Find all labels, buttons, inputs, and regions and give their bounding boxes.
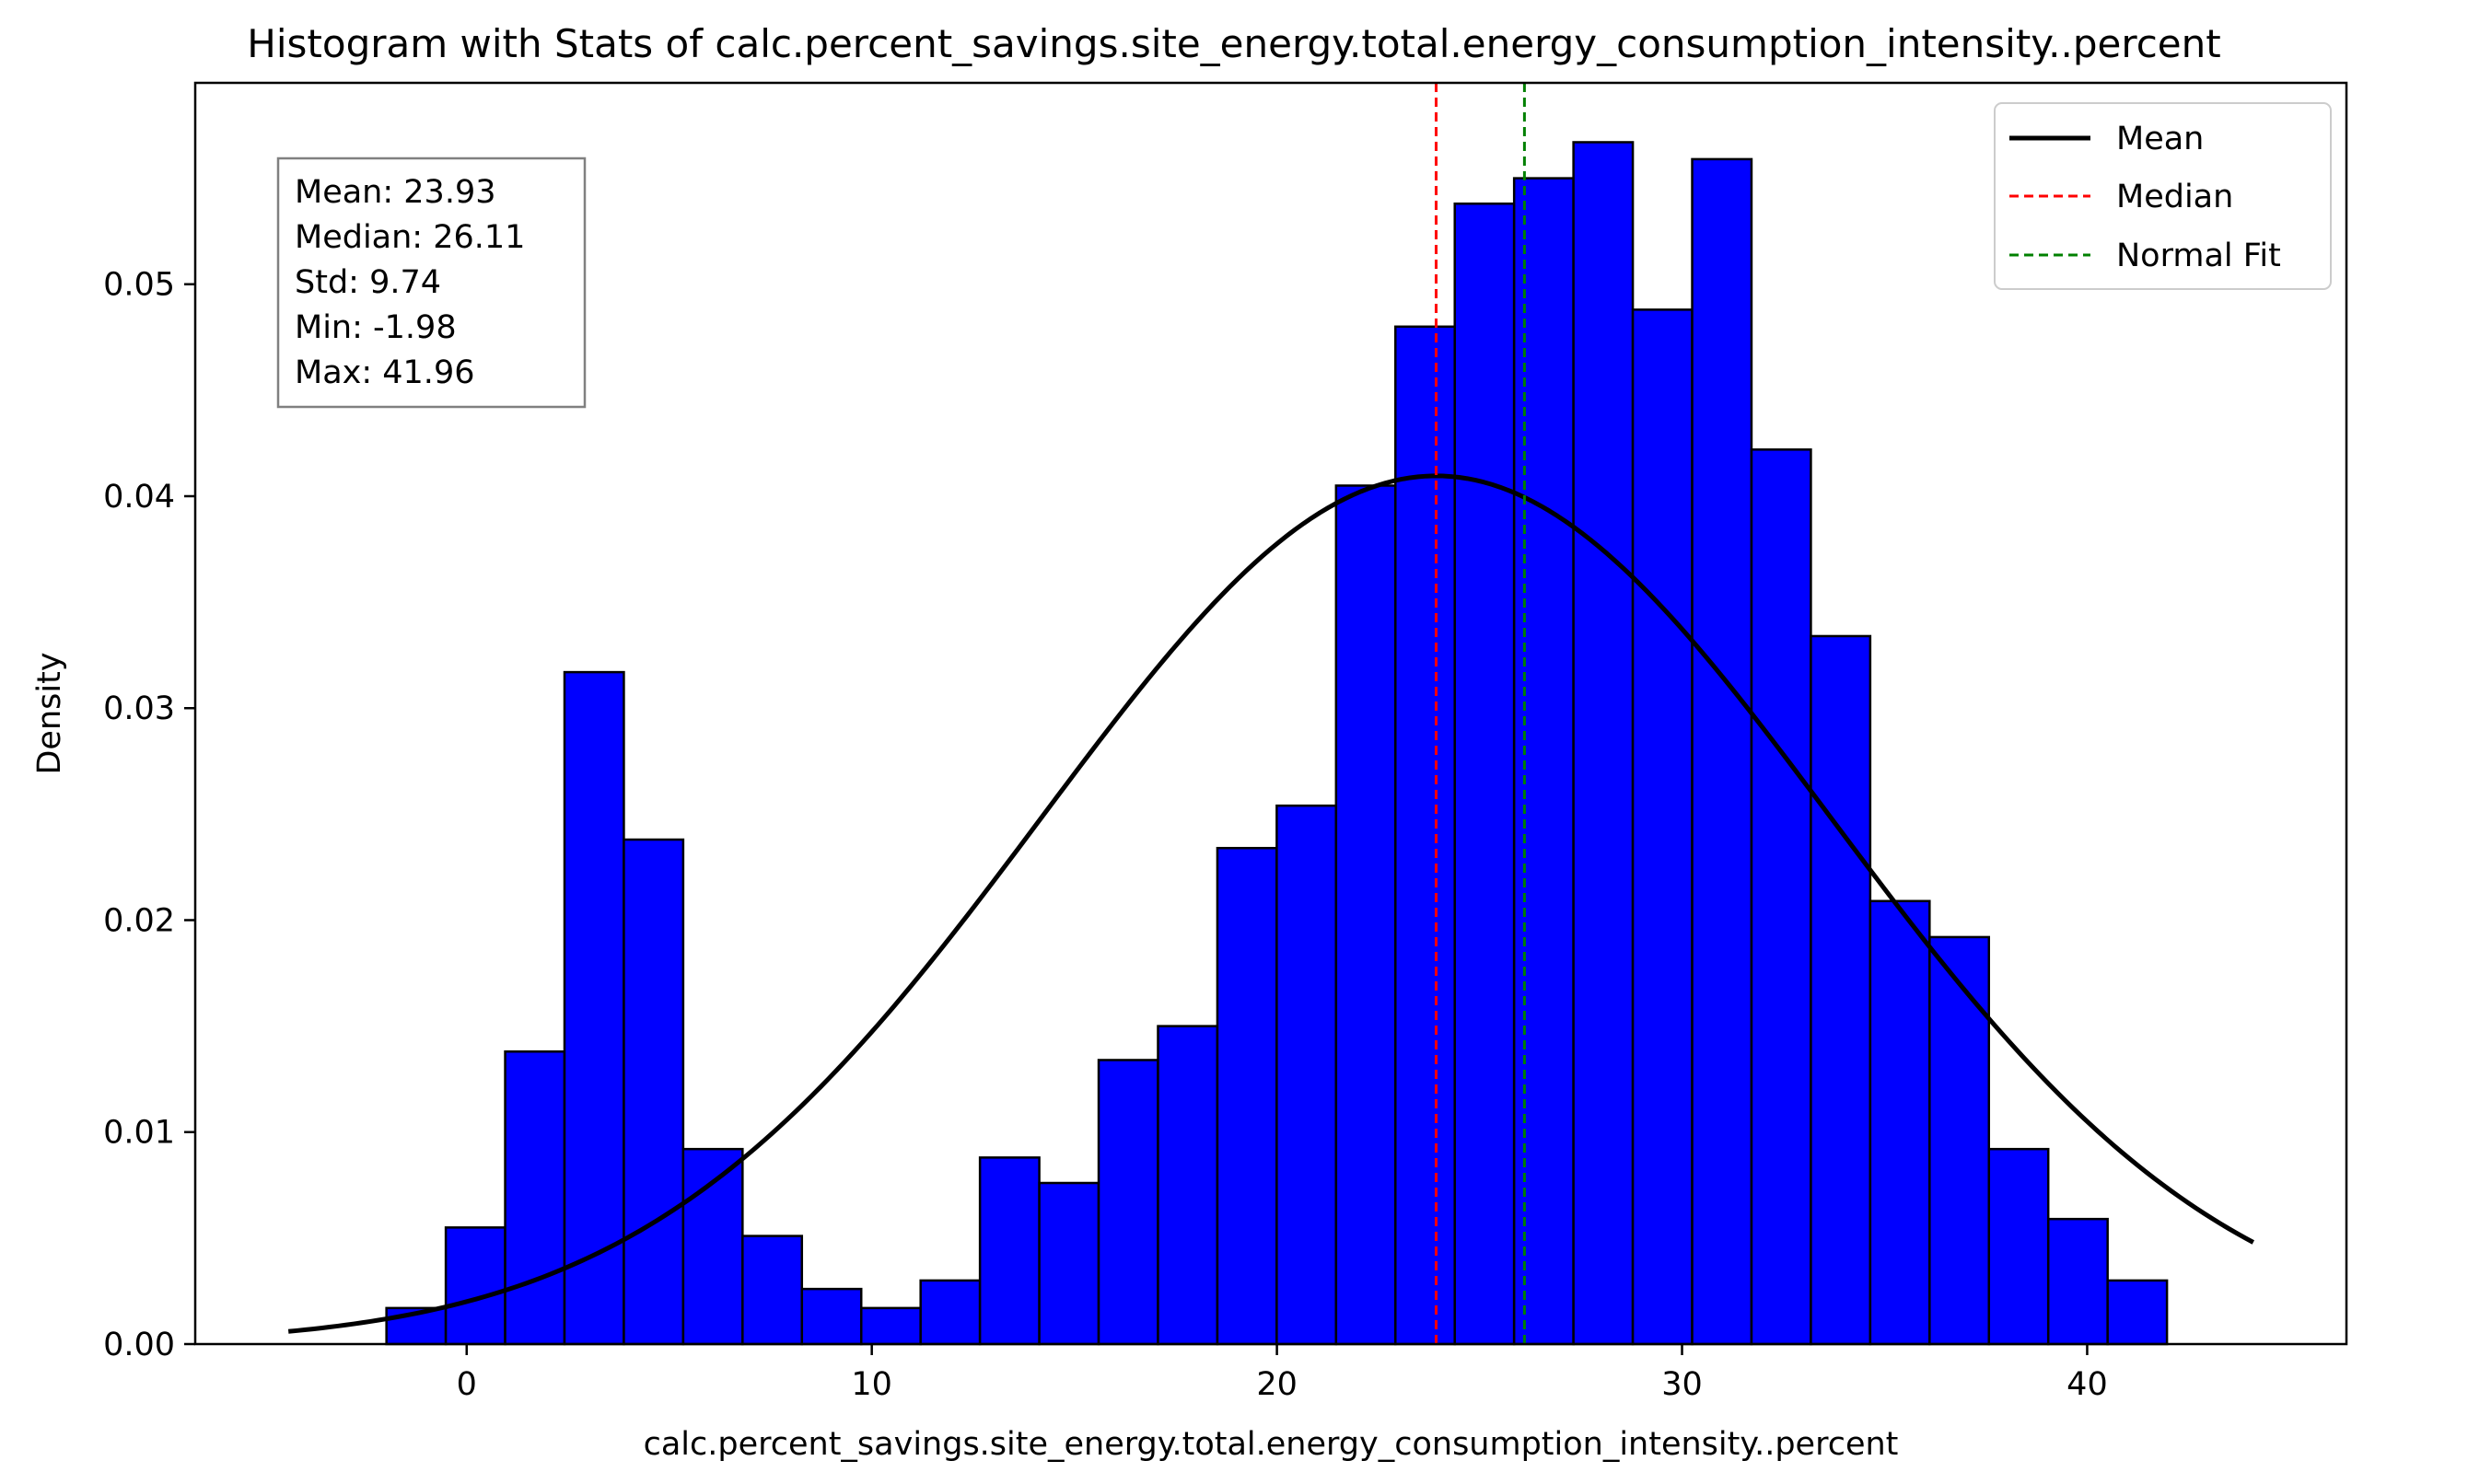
- legend-label-normal-fit: Normal Fit: [2116, 238, 2281, 274]
- histogram-bar: [1810, 634, 1872, 1346]
- legend-label-mean: Mean: [2116, 121, 2204, 157]
- histogram-bar: [919, 1279, 982, 1346]
- stats-mean: Mean: 23.93: [295, 174, 495, 211]
- histogram-bars: [385, 141, 2169, 1346]
- histogram-bar: [1275, 804, 1338, 1346]
- histogram-bar: [1631, 308, 1694, 1346]
- x-tick-label: 10: [851, 1366, 892, 1403]
- y-tick-label: 0.00: [103, 1327, 175, 1363]
- histogram-bar: [1453, 202, 1516, 1346]
- stats-box-frame: [276, 157, 587, 409]
- legend-label-median: Median: [2116, 179, 2233, 215]
- y-axis-label: Density: [31, 652, 68, 774]
- chart-overlays: [287, 83, 2255, 1344]
- histogram-bar: [681, 1147, 744, 1346]
- histogram-bar: [2106, 1279, 2169, 1346]
- normal-fit-curve: [287, 473, 2255, 1334]
- stats-median: Median: 26.11: [295, 219, 525, 256]
- histogram-bar: [1394, 325, 1456, 1346]
- histogram-bar: [1334, 484, 1397, 1346]
- y-axis-ticks: 0.00 0.01 0.02 0.03 0.04 0.05: [103, 267, 195, 1363]
- histogram-bar: [2046, 1217, 2109, 1346]
- stats-min: Min: -1.98: [295, 309, 457, 346]
- histogram-bar: [1512, 177, 1575, 1346]
- legend-frame: [1994, 102, 2332, 290]
- histogram-bar: [1216, 846, 1278, 1346]
- x-tick-label: 40: [2066, 1366, 2108, 1403]
- histogram-bar: [1987, 1147, 2050, 1346]
- histogram-bar: [741, 1235, 804, 1346]
- y-tick-label: 0.01: [103, 1115, 175, 1152]
- histogram-bar: [1038, 1181, 1100, 1346]
- histogram-bar: [1157, 1025, 1219, 1346]
- stats-std: Std: 9.74: [295, 264, 441, 301]
- histogram-bar: [1928, 935, 1991, 1346]
- stats-box: Mean: 23.93 Median: 26.11 Std: 9.74 Min:…: [276, 157, 587, 409]
- histogram-bar: [1691, 157, 1753, 1346]
- histogram-bar: [1572, 141, 1635, 1346]
- y-tick-label: 0.02: [103, 902, 175, 939]
- x-axis-label: calc.percent_savings.site_energy.total.e…: [644, 1426, 1899, 1463]
- histogram-bar: [1750, 448, 1812, 1346]
- x-axis-ticks: 0 10 20 30 40: [457, 1344, 2108, 1403]
- x-tick-label: 0: [457, 1366, 477, 1403]
- y-tick-label: 0.03: [103, 690, 175, 727]
- x-tick-label: 30: [1661, 1366, 1703, 1403]
- histogram-bar: [978, 1156, 1041, 1346]
- histogram-bar: [623, 838, 685, 1346]
- histogram-bar: [444, 1226, 506, 1346]
- x-tick-label: 20: [1256, 1366, 1298, 1403]
- histogram-bar: [859, 1306, 922, 1346]
- histogram-bar: [800, 1287, 863, 1346]
- chart-title: Histogram with Stats of calc.percent_sav…: [247, 21, 2220, 66]
- stats-max: Max: 41.96: [295, 354, 474, 391]
- histogram-bar: [504, 1050, 566, 1346]
- y-tick-label: 0.05: [103, 267, 175, 304]
- histogram-bar: [1097, 1059, 1159, 1346]
- plot-frame: [193, 81, 2348, 1346]
- y-tick-label: 0.04: [103, 479, 175, 516]
- histogram-bar: [1868, 899, 1931, 1346]
- legend: Mean Median Normal Fit: [1994, 102, 2332, 290]
